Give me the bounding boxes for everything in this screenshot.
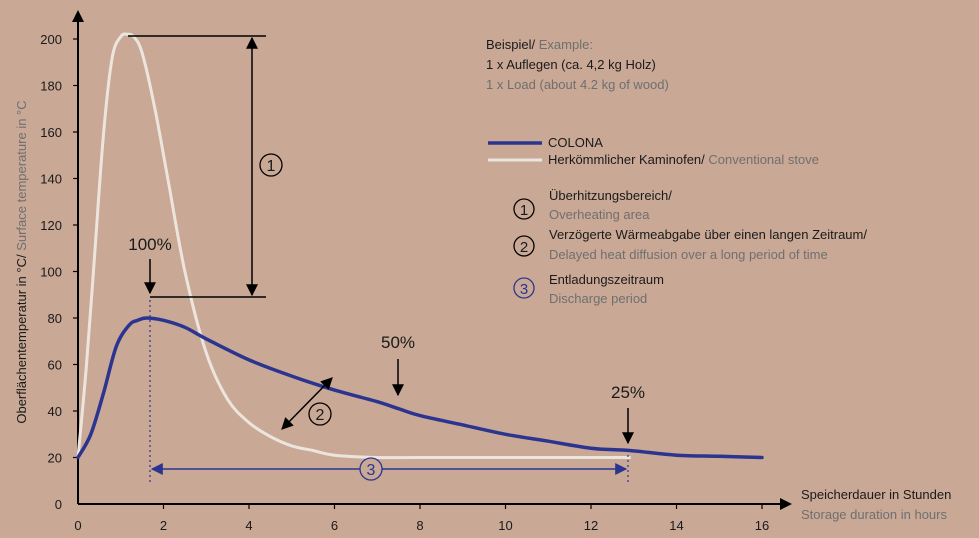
y-tick-label: 60 xyxy=(48,358,62,373)
marker-1-text: 1 xyxy=(267,158,276,175)
peak-percent-label: 100% xyxy=(128,235,171,254)
half-percent-label: 50% xyxy=(381,333,415,352)
x-tick-label: 8 xyxy=(416,518,423,533)
note-3-circle xyxy=(513,277,535,299)
legend-conventional-en: Conventional stove xyxy=(705,152,819,167)
load-en: 1 x Load (about 4.2 kg of wood) xyxy=(486,77,669,92)
example-heading-de: Beispiel/ xyxy=(486,37,536,52)
quarter-percent-label: 25% xyxy=(611,383,645,402)
example-heading: Beispiel/ Example: xyxy=(486,37,593,52)
series-colona-line xyxy=(76,316,764,460)
marker-2-text: 2 xyxy=(316,407,325,424)
x-tick-label: 0 xyxy=(74,518,81,533)
note-3-number: 3 xyxy=(520,281,528,298)
diffusion-arrow xyxy=(281,377,333,430)
note-1-number: 1 xyxy=(520,202,528,219)
note-2-en: Delayed heat diffusion over a long perio… xyxy=(549,247,828,262)
marker-2-circle xyxy=(308,402,332,426)
x-axis-title-de: Speicherdauer in Stunden xyxy=(801,487,951,502)
note-1-circle xyxy=(513,198,535,220)
note-3-en: Discharge period xyxy=(549,291,647,306)
x-axis-title-en: Storage duration in hours xyxy=(801,507,947,522)
y-axis-title-de: Oberflächentemperatur in °C/ xyxy=(14,254,29,424)
y-tick-label: 20 xyxy=(48,451,62,466)
y-axis-title-en: Surface temperature in °C xyxy=(14,100,29,254)
legend-conventional-de: Herkömmlicher Kaminofen/ xyxy=(548,152,705,167)
legend-colona-label: COLONA xyxy=(548,135,603,150)
example-heading-en: Example: xyxy=(535,37,593,52)
y-tick-label: 120 xyxy=(40,218,62,233)
marker-3-circle xyxy=(359,457,383,481)
marker-3-text: 3 xyxy=(367,462,376,479)
x-tick-label: 12 xyxy=(584,518,598,533)
x-axis-arrowhead xyxy=(780,498,792,510)
y-tick-label: 140 xyxy=(40,172,62,187)
series-conventional-stove-line xyxy=(76,32,631,460)
x-tick-label: 14 xyxy=(669,518,683,533)
note-2-circle xyxy=(513,235,535,257)
y-axis-title: Oberflächentemperatur in °C/ Surface tem… xyxy=(14,100,29,423)
y-tick-label: 40 xyxy=(48,404,62,419)
y-tick-label: 80 xyxy=(48,311,62,326)
load-de: 1 x Auflegen (ca. 4,2 kg Holz) xyxy=(486,57,656,72)
x-tick-label: 6 xyxy=(331,518,338,533)
x-ticks: 0 2 4 6 8 10 12 14 16 xyxy=(74,504,769,533)
legend-conventional-label: Herkömmlicher Kaminofen/ Conventional st… xyxy=(548,152,819,167)
note-3-de: Entladungszeitraum xyxy=(549,272,664,287)
x-tick-label: 10 xyxy=(498,518,512,533)
marker-1-circle xyxy=(259,153,283,177)
y-tick-label: 200 xyxy=(40,32,62,47)
y-tick-label: 180 xyxy=(40,79,62,94)
y-axis-arrowhead xyxy=(72,10,84,22)
x-tick-label: 4 xyxy=(245,518,252,533)
y-tick-label: 0 xyxy=(55,497,62,512)
x-tick-label: 2 xyxy=(160,518,167,533)
y-tick-label: 100 xyxy=(40,265,62,280)
note-2-de: Verzögerte Wärmeabgabe über einen langen… xyxy=(549,227,867,242)
y-tick-label: 160 xyxy=(40,125,62,140)
y-ticks: 0 20 40 60 80 100 120 140 160 180 200 xyxy=(40,32,78,512)
note-2-number: 2 xyxy=(520,239,528,256)
note-1-de: Überhitzungsbereich/ xyxy=(549,188,672,203)
note-1-en: Overheating area xyxy=(549,207,650,222)
x-tick-label: 16 xyxy=(755,518,769,533)
